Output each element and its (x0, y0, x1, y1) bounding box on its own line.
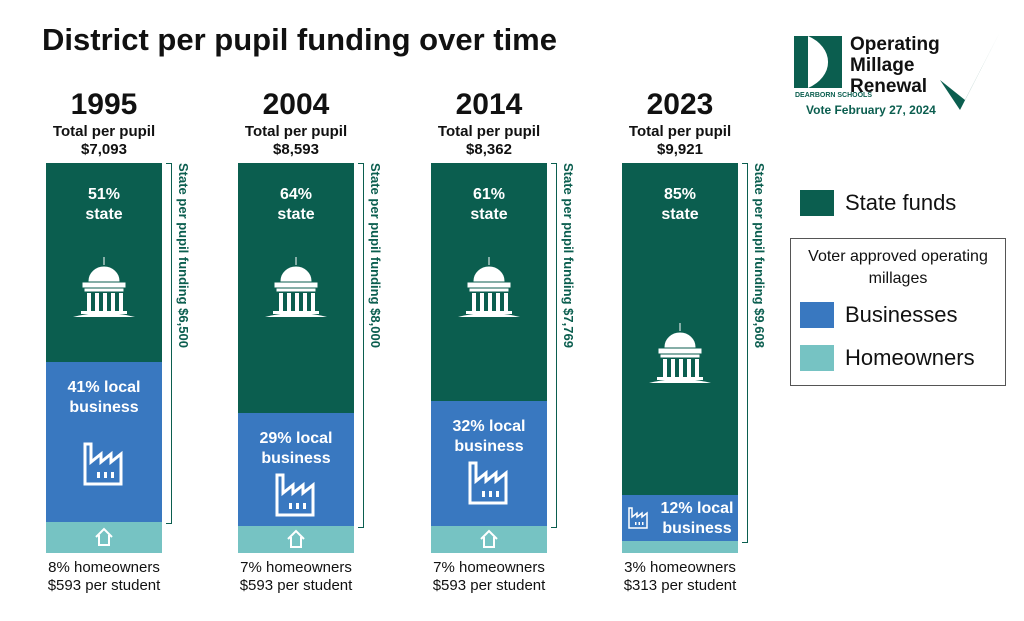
factory-icon (464, 457, 514, 512)
total-label: Total per pupil (52, 123, 156, 140)
segment-label: 51% state (85, 186, 123, 223)
legend-box (790, 238, 1006, 386)
legend-swatch (800, 302, 834, 328)
state-funding-label: State per pupil funding (176, 163, 191, 305)
chart-title: District per pupil funding over time (42, 22, 557, 57)
segment-label: 85% state (661, 186, 699, 223)
logo-district: DEARBORN SCHOOLS (795, 92, 872, 99)
homeowner-per-student: $313 per student (623, 577, 737, 594)
state-funding-value: $7,769 (561, 308, 576, 348)
logo: DEARBORN SCHOOLS (794, 32, 1000, 110)
bar-segment (622, 541, 738, 553)
year-label: 2014 (455, 88, 523, 121)
segment-label: 32% local business (452, 417, 526, 455)
total-value: $8,593 (273, 141, 319, 158)
legend-label: Homeowners (845, 345, 975, 370)
state-funding-value: $6,500 (176, 308, 191, 348)
bar-segment: 85% state (622, 163, 738, 495)
homeowner-per-student: $593 per student (432, 577, 546, 594)
state-funding-value: $9,608 (752, 308, 767, 348)
funding-bracket (551, 163, 557, 528)
bar-segment (431, 525, 547, 555)
state-funding-text: State per pupil funding $9,608 (752, 163, 767, 348)
bar-segment: 51% state (46, 163, 162, 362)
homeowner-label: 7% homeowners (433, 559, 545, 576)
homeowner-label: 3% homeowners (624, 559, 736, 576)
total-label: Total per pupil (628, 123, 732, 140)
homeowner-per-student: $593 per student (239, 577, 353, 594)
year-label: 1995 (70, 88, 138, 121)
state-funding-label: State per pupil funding (368, 163, 383, 305)
bar-segment: 41% local business (46, 361, 162, 522)
homeowner-label: 7% homeowners (240, 559, 352, 576)
state-funding-text: State per pupil funding $8,000 (368, 163, 383, 348)
year-label: 2023 (646, 88, 714, 121)
state-funding-label: State per pupil funding (561, 163, 576, 305)
logo-title: Operating Millage Renewal (850, 34, 940, 97)
factory-icon (271, 469, 321, 524)
segment-label: 12% local business (660, 499, 734, 537)
bar-segment: 64% state (238, 163, 354, 413)
state-funding-text: State per pupil funding $7,769 (561, 163, 576, 348)
legend-swatch (800, 345, 834, 371)
year-label: 2004 (262, 88, 330, 121)
state-funding-value: $8,000 (368, 308, 383, 348)
homeowner-per-student: $593 per student (47, 577, 161, 594)
homeowner-label: 8% homeowners (48, 559, 160, 576)
funding-bracket (742, 163, 748, 544)
house-icon (93, 526, 115, 553)
factory-icon (626, 505, 651, 533)
legend-swatch (800, 190, 834, 216)
segment-label: 64% state (277, 186, 315, 223)
bar-segment: 32% local business (431, 400, 547, 526)
total-value: $9,921 (657, 141, 703, 158)
state-funding-text: State per pupil funding $6,500 (176, 163, 191, 348)
legend-label: State funds (845, 190, 957, 215)
legend-label: Businesses (845, 302, 958, 327)
logo-arc (808, 36, 829, 88)
capitol-icon (69, 253, 139, 328)
state-funding-label: State per pupil funding (752, 163, 767, 305)
bar-segment: 61% state (431, 163, 547, 401)
total-value: $7,093 (81, 141, 127, 158)
capitol-icon (645, 319, 715, 394)
segment-label: 61% state (470, 186, 508, 223)
segment-label: 41% local business (67, 378, 141, 416)
bar-segment: 12% local business (622, 494, 738, 542)
house-icon (285, 528, 307, 555)
segment-label: 29% local business (259, 429, 333, 467)
total-value: $8,362 (466, 141, 512, 158)
total-label: Total per pupil (437, 123, 541, 140)
house-icon (478, 528, 500, 555)
logo-vote: Vote February 27, 2024 (806, 103, 936, 117)
legend-group-title: Voter approved operating millages (808, 248, 988, 287)
funding-bracket (358, 163, 364, 528)
total-label: Total per pupil (244, 123, 348, 140)
capitol-icon (454, 253, 524, 328)
bar-segment (46, 521, 162, 553)
factory-icon (79, 438, 129, 493)
funding-bracket (166, 163, 172, 524)
bar-segment: 29% local business (238, 412, 354, 526)
bar-segment (238, 525, 354, 555)
capitol-icon (261, 253, 331, 328)
